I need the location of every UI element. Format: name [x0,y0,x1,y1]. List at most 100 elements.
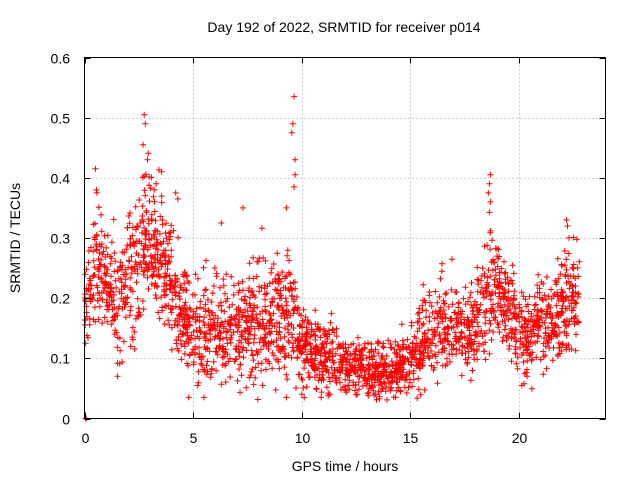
data-point [496,279,503,286]
data-point [164,240,171,247]
data-point [566,346,573,353]
data-point [290,298,297,305]
data-point [146,182,153,189]
data-point [127,307,134,314]
data-point [434,380,441,387]
data-point [147,253,154,260]
data-point [145,266,152,273]
data-point [312,367,319,374]
data-point [146,174,153,180]
data-point [292,156,299,163]
data-point [275,304,282,311]
data-point [207,374,214,381]
data-point [259,316,266,323]
data-point [253,311,260,318]
data-point [249,366,256,372]
data-point [183,287,190,294]
data-point [245,313,252,320]
data-point [329,357,336,364]
data-point [272,286,279,293]
data-point [527,350,534,357]
data-point [423,307,430,314]
data-point [532,339,539,346]
data-point [369,362,376,369]
data-point [168,346,175,353]
data-point [269,279,276,286]
data-point [474,288,481,295]
data-point [90,272,97,279]
data-point [475,323,482,330]
data-point [186,322,193,329]
data-point [292,279,298,286]
data-point [435,349,442,356]
data-point [178,356,185,363]
data-point [289,286,296,293]
data-point [476,340,482,347]
data-point [86,315,93,322]
data-point [555,324,562,331]
data-point [480,291,487,297]
data-point [302,346,309,353]
data-point [552,320,559,327]
data-point [258,360,265,367]
data-point [242,293,249,300]
data-point [239,278,246,285]
data-point [395,360,401,367]
data-point [112,277,119,284]
data-point [458,311,465,317]
data-point [563,323,570,330]
data-point [144,156,151,163]
data-point [269,365,276,372]
data-point [474,264,481,271]
data-point [160,238,167,245]
data-point [503,337,510,344]
data-point [452,329,458,336]
data-point [548,319,555,326]
data-point [114,268,121,275]
data-point [329,326,336,333]
data-point [104,318,111,325]
data-point [406,368,413,375]
data-point [173,337,180,343]
data-point [133,223,140,230]
data-point [193,305,200,312]
data-point [308,359,315,366]
data-point [284,314,291,321]
data-point [278,345,285,352]
data-point [118,279,125,286]
data-point [466,294,473,301]
data-point [455,299,462,306]
data-point [164,266,171,272]
data-point [302,331,309,338]
data-point [482,320,489,327]
data-point [425,353,432,360]
data-point [90,257,97,264]
data-point [495,324,502,331]
data-point [524,357,531,364]
data-point [375,388,382,395]
data-point [471,314,478,321]
data-point [172,189,179,196]
data-point [319,372,326,378]
data-point [495,246,502,253]
data-point [145,286,152,292]
data-point [141,253,148,260]
data-point [156,230,163,237]
data-point [282,354,289,361]
data-point [98,228,105,235]
data-point [353,391,360,398]
data-point [202,335,209,342]
data-point [201,331,208,338]
data-point [103,244,109,251]
data-point [436,293,443,300]
data-point [276,365,283,372]
data-point [567,273,574,280]
data-point [178,342,185,348]
data-point [464,359,471,366]
data-point [510,270,517,277]
data-point [161,303,168,310]
data-point [93,186,100,193]
data-point [467,289,474,296]
data-point [281,353,288,360]
data-point [166,321,173,328]
